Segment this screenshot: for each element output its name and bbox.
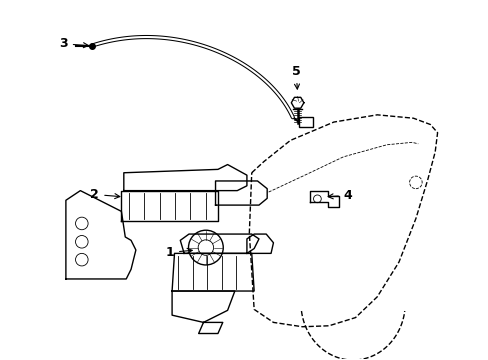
Polygon shape [172,291,234,323]
Text: 5: 5 [291,65,300,89]
Text: 1: 1 [165,246,192,259]
Polygon shape [121,191,218,221]
Polygon shape [215,181,266,205]
Polygon shape [198,323,223,333]
Polygon shape [123,165,246,191]
Bar [299,117,312,127]
Text: 3: 3 [59,37,88,50]
Polygon shape [246,234,273,253]
Polygon shape [66,191,136,279]
Polygon shape [180,234,259,253]
Polygon shape [309,191,338,207]
Polygon shape [291,97,303,108]
Text: 4: 4 [327,189,352,202]
Text: 2: 2 [90,188,120,201]
Polygon shape [172,253,254,291]
